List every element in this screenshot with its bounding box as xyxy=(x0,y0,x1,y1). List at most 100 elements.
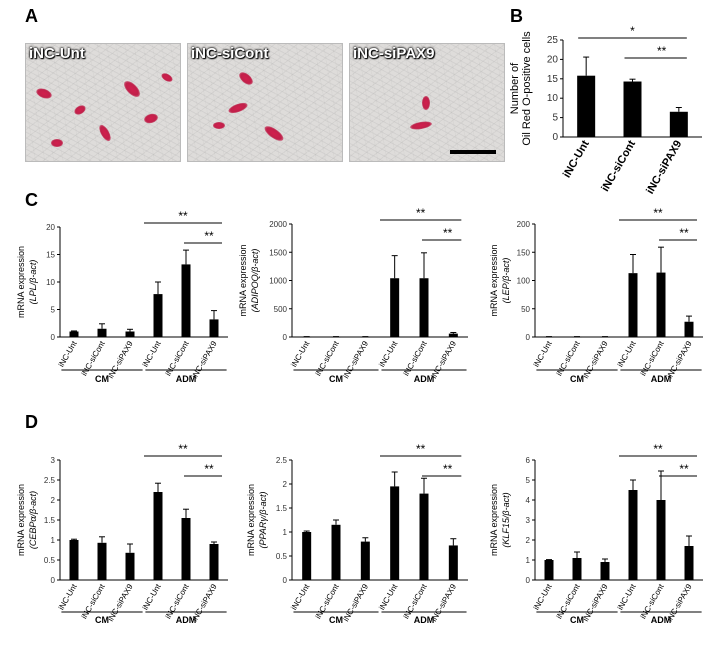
y-tick-label: 2 xyxy=(283,480,288,489)
y-tick-label: 1.5 xyxy=(44,516,56,525)
bar xyxy=(390,278,400,337)
y-tick-label: 2000 xyxy=(269,220,287,229)
category-label: iNC-siPAX9 xyxy=(106,582,135,623)
group-label: ADM xyxy=(176,374,197,384)
chart-c2: 0 500 1000 1500 2000 mRNA expression (ADIPOQ/β… xyxy=(238,206,468,384)
group-label: ADM xyxy=(414,374,435,384)
micrograph-background xyxy=(26,44,180,161)
bar xyxy=(331,336,341,338)
bar xyxy=(684,321,694,337)
bar xyxy=(181,518,191,580)
category-label: iNC-siPAX9 xyxy=(341,339,370,380)
category-label: iNC-siCont xyxy=(80,339,108,378)
bar xyxy=(656,500,666,580)
category-label: iNC-siPAX9 xyxy=(581,582,610,623)
y-axis-label: (LEP/β-act) xyxy=(501,258,511,304)
y-tick-label: 1.5 xyxy=(276,504,288,513)
bar xyxy=(577,75,596,137)
category-label: iNC-siPAX9 xyxy=(341,582,370,623)
y-tick-label: 500 xyxy=(274,305,288,314)
y-tick-label: 0 xyxy=(51,576,56,585)
micrograph-label: iNC-siPAX9 xyxy=(353,45,435,62)
y-tick-label: 0.5 xyxy=(44,556,56,565)
category-label: iNC-siCont xyxy=(639,339,667,378)
y-tick-label: 15 xyxy=(547,74,559,85)
bar xyxy=(209,319,219,337)
bar xyxy=(656,272,666,337)
bar xyxy=(69,331,79,337)
panel-letter-d: D xyxy=(25,412,38,432)
y-tick-label: 5 xyxy=(51,306,56,315)
y-tick-label: 20 xyxy=(547,54,559,65)
category-label: iNC-siCont xyxy=(402,339,430,378)
y-tick-label: 2.5 xyxy=(276,456,288,465)
category-label: iNC-Unt xyxy=(616,582,638,612)
bar xyxy=(125,552,135,580)
bar xyxy=(419,278,429,337)
bar xyxy=(544,336,554,338)
y-tick-label: 6 xyxy=(526,456,531,465)
micrograph-background xyxy=(350,44,504,161)
bar xyxy=(628,490,638,580)
bar xyxy=(600,562,610,580)
group-label: ADM xyxy=(651,374,672,384)
bar xyxy=(331,524,341,580)
scale-bar xyxy=(450,150,496,154)
micrograph-label: iNC-siCont xyxy=(191,45,269,62)
significance-label: ** xyxy=(178,442,188,456)
y-axis-label: (CEBPα/β-act) xyxy=(28,491,38,549)
y-tick-label: 5 xyxy=(526,476,531,485)
significance-label: ** xyxy=(178,209,188,223)
bar xyxy=(600,336,610,338)
bar xyxy=(628,273,638,337)
chart-d3: 0 1 2 3 4 5 6 mRNA expression (KLF15/β-act) iNC-U… xyxy=(489,442,703,625)
category-label: iNC-Unt xyxy=(377,582,399,612)
y-axis-label: (LPL/β-act) xyxy=(28,260,38,305)
bar xyxy=(360,336,370,338)
y-tick-label: 50 xyxy=(521,305,530,314)
y-tick-label: 5 xyxy=(552,113,558,124)
y-axis-label: (ADIPOQ/β-act) xyxy=(250,249,260,313)
bar xyxy=(544,560,554,580)
group-label: CM xyxy=(570,374,584,384)
panel-letter-b: B xyxy=(510,6,523,26)
y-axis-label: mRNA expression xyxy=(16,246,26,318)
category-label: iNC-Unt xyxy=(141,339,163,369)
bar xyxy=(623,81,642,137)
category-label: iNC-Unt xyxy=(289,339,311,369)
bar xyxy=(97,328,107,337)
category-label: iNC-Unt xyxy=(532,582,554,612)
bar xyxy=(360,541,370,580)
y-tick-label: 20 xyxy=(46,223,55,232)
significance-label: ** xyxy=(443,226,453,240)
bar xyxy=(419,493,429,580)
category-label: iNC-Unt xyxy=(141,582,163,612)
bar xyxy=(390,486,400,580)
y-tick-label: 2 xyxy=(51,496,56,505)
group-label: ADM xyxy=(414,615,435,625)
micrograph-inc-sipax9: iNC-siPAX9 xyxy=(349,43,505,162)
significance-label: ** xyxy=(679,226,689,240)
bar xyxy=(125,331,135,337)
category-label: iNC-Unt xyxy=(57,339,79,369)
category-label: iNC-Unt xyxy=(532,339,554,369)
category-label: iNC-Unt xyxy=(289,582,311,612)
y-axis-label: mRNA expression xyxy=(489,484,499,556)
bar xyxy=(448,333,458,337)
y-axis-label: Number of xyxy=(509,62,521,114)
micrograph-background xyxy=(188,44,342,161)
category-label: iNC-siPAX9 xyxy=(644,139,684,197)
y-tick-label: 3 xyxy=(526,516,531,525)
bar xyxy=(684,546,694,580)
group-label: CM xyxy=(329,615,343,625)
y-tick-label: 1500 xyxy=(269,248,287,257)
category-label: iNC-Unt xyxy=(561,138,592,180)
y-tick-label: 3 xyxy=(51,456,56,465)
bar xyxy=(448,545,458,580)
bar xyxy=(181,264,191,337)
y-tick-label: 200 xyxy=(517,220,531,229)
bar xyxy=(153,492,163,580)
chart-b: 0 5 10 15 20 25 Number of Oil Red O-positive ce… xyxy=(509,24,702,196)
bar xyxy=(302,336,312,338)
